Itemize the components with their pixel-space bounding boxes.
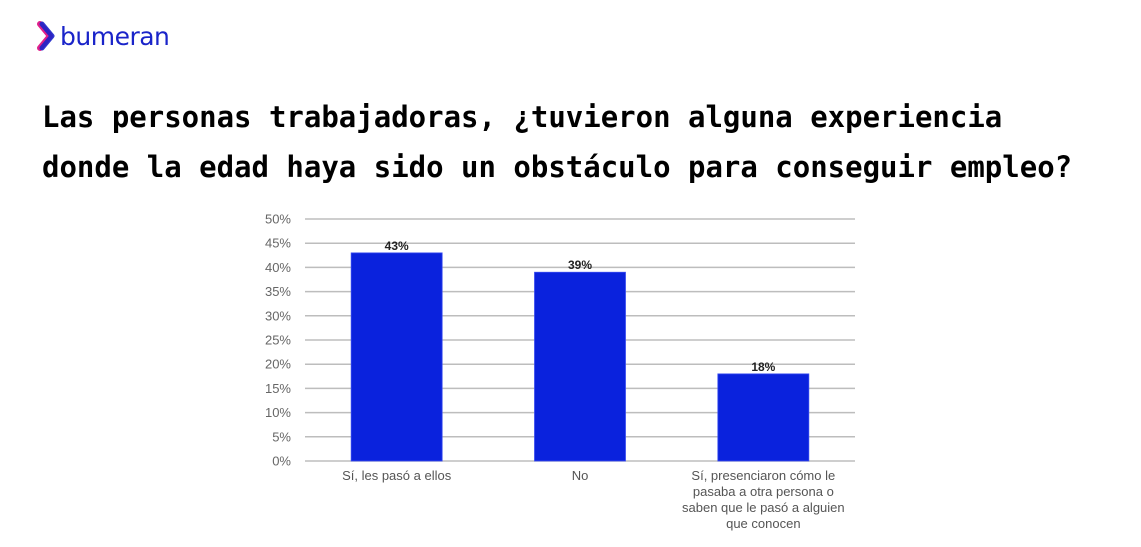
page-title: Las personas trabajadoras, ¿tuvieron alg… (42, 92, 1072, 192)
data-label: 18% (751, 360, 775, 374)
y-tick-label: 40% (265, 260, 291, 275)
title-line: donde la edad haya sido un obstáculo par… (42, 150, 1073, 184)
data-label: 39% (568, 258, 592, 272)
y-tick-label: 15% (265, 381, 291, 396)
logo-text: bumeran (60, 21, 170, 51)
y-tick-label: 5% (272, 429, 291, 444)
y-tick-label: 25% (265, 333, 291, 348)
x-tick-label: que conocen (726, 516, 800, 531)
y-tick-label: 30% (265, 308, 291, 323)
x-tick-label: Sí, les pasó a ellos (342, 468, 452, 483)
logo-chevron-icon (37, 21, 55, 51)
bar (350, 252, 443, 462)
data-label: 43% (385, 239, 409, 253)
y-tick-label: 20% (265, 357, 291, 372)
y-tick-label: 35% (265, 284, 291, 299)
bumeran-logo: bumeran (34, 20, 170, 52)
y-tick-label: 50% (265, 212, 291, 227)
bar (717, 373, 810, 462)
y-tick-label: 0% (272, 454, 291, 469)
title-line: Las personas trabajadoras, ¿tuvieron alg… (42, 100, 1003, 134)
x-tick-label: Sí, presenciaron cómo le (691, 468, 835, 483)
y-tick-label: 45% (265, 236, 291, 251)
x-tick-label: No (572, 468, 589, 483)
y-tick-label: 10% (265, 405, 291, 420)
bar (534, 271, 626, 462)
x-tick-label: saben que le pasó a alguien (682, 500, 845, 515)
x-tick-label: pasaba a otra persona o (693, 484, 834, 499)
